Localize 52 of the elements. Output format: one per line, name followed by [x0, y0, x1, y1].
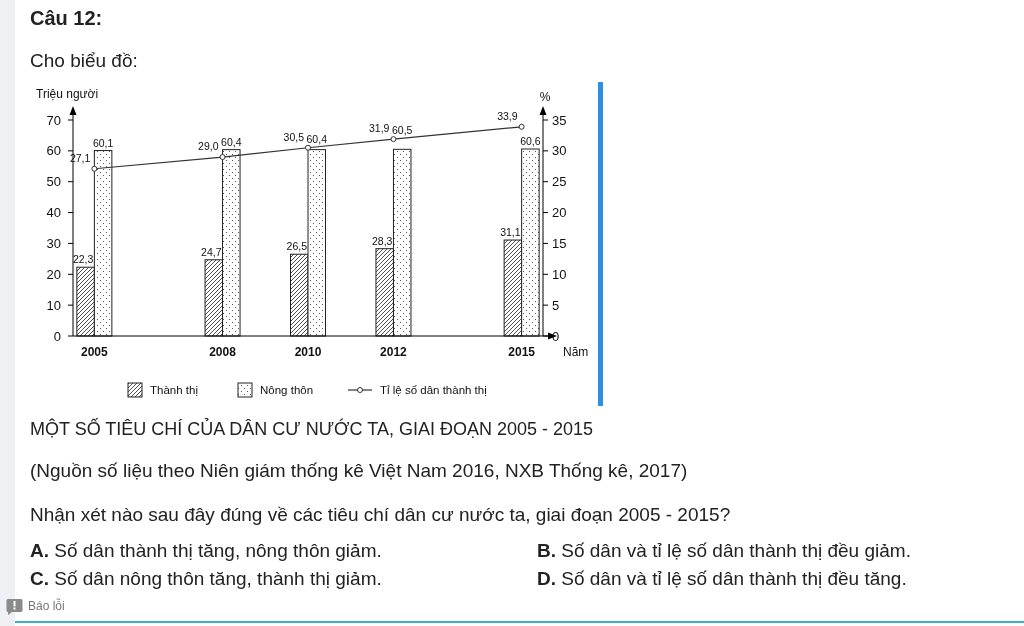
y-tick-label: 30 [46, 235, 61, 251]
data-label: 60,4 [306, 132, 328, 145]
y2-axis-title: % [539, 90, 551, 104]
text: A. Số dân thành thị tăng, nông thôn giảm. [30, 540, 382, 561]
x-tick-label: 2012 [380, 345, 408, 359]
text: D. Số dân và tỉ lệ số dân thành thị đều tăng. [537, 568, 907, 589]
text: Báo lỗi [28, 598, 65, 613]
y-tick-label: 50 [46, 174, 61, 190]
data-label: 33,9 [497, 109, 518, 122]
y-tick-label: 0 [53, 328, 61, 344]
data-label: 31,1 [500, 226, 521, 239]
text: C. Số dân nông thôn tăng, thành thị giảm. [30, 568, 382, 589]
text: Câu 12: [30, 7, 103, 29]
data-label: 22,3 [72, 253, 94, 266]
data-label: 60,5 [391, 124, 413, 137]
text: Cho biểu đồ: [30, 50, 138, 71]
data-label: 60,4 [221, 135, 242, 148]
x-tick-label: 2010 [294, 345, 322, 359]
y-tick-label: 60 [46, 143, 61, 159]
x-axis-title: Năm [563, 345, 589, 359]
text: Nhận xét nào sau đây đúng về các tiêu chí dân cư nước ta, giai đoạn 2005 - 2015? [30, 504, 731, 525]
y-tick-label: 70 [46, 112, 61, 128]
data-label: 60,1 [92, 136, 114, 149]
y2-tick-label: 10 [552, 266, 567, 282]
data-label: 60,6 [520, 135, 541, 148]
legend-label: Tỉ lệ số dân thành thị [380, 384, 487, 396]
y2-tick-label: 35 [552, 112, 567, 128]
data-label: 28,3 [372, 234, 393, 247]
data-label: 27,1 [69, 151, 91, 164]
data-label: 24,7 [201, 245, 222, 258]
data-label: 29,0 [198, 140, 219, 153]
y2-tick-label: 0 [552, 328, 560, 344]
legend-label: Nông thôn [260, 384, 314, 396]
y2-tick-label: 5 [552, 297, 560, 313]
y2-tick-label: 30 [552, 143, 567, 159]
text: (Nguồn số liệu theo Niên giám thống kê Việt Nam 2016, NXB Thống kê, 2017) [30, 460, 688, 481]
y2-tick-label: 15 [552, 235, 567, 251]
y-tick-label: 10 [46, 297, 61, 313]
y-axis-title: Triệu người [36, 87, 99, 101]
text: MỘT SỐ TIÊU CHÍ CỦA DÂN CƯ NƯỚC TA, GIAI ĐOẠN 2005 - 2015 [30, 418, 593, 439]
y-tick-label: 40 [46, 205, 61, 221]
text: B. Số dân và tỉ lệ số dân thành thị đều giảm. [537, 540, 911, 561]
x-tick-label: 2008 [209, 345, 237, 359]
data-label: 26,5 [286, 240, 308, 253]
x-tick-label: 2015 [508, 345, 536, 359]
y-tick-label: 20 [46, 266, 61, 282]
y2-tick-label: 20 [552, 205, 567, 221]
data-label: 31,9 [369, 122, 390, 135]
data-label: 30,5 [283, 130, 305, 143]
y2-tick-label: 25 [552, 174, 567, 190]
legend-label: Thành thị [150, 384, 198, 396]
x-tick-label: 2005 [81, 345, 109, 359]
